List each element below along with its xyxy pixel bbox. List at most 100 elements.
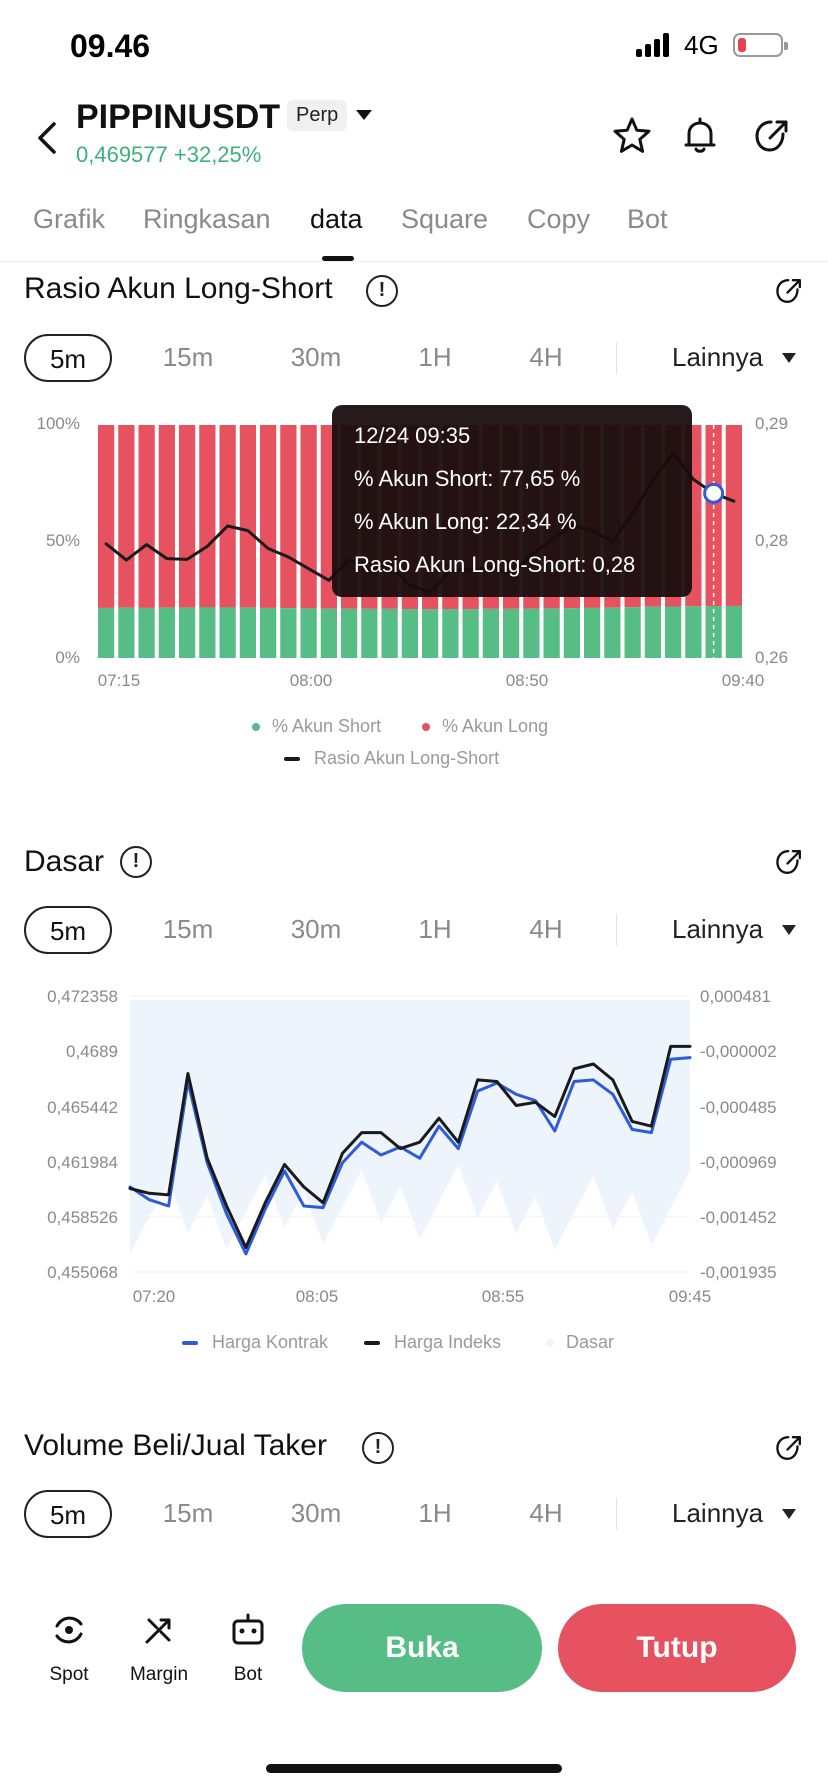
x-tick: 09:45 [669, 1287, 712, 1306]
more-dropdown-icon[interactable] [782, 353, 796, 363]
period-15m[interactable]: 15m [162, 342, 214, 372]
bar-long [98, 425, 115, 608]
y-right-tick: -0,000002 [700, 1042, 777, 1061]
nav-margin[interactable]: Margin [126, 1610, 192, 1686]
more-periods-button[interactable]: Lainnya [672, 1498, 764, 1528]
legend-ratio[interactable]: Rasio Akun Long-Short [284, 748, 499, 769]
tab-ringkasan[interactable]: Ringkasan [143, 204, 271, 234]
tooltip-ratio: Rasio Akun Long-Short: 0,28 [354, 552, 636, 577]
share-icon[interactable] [772, 274, 806, 308]
chart-tooltip: 12/24 09:35 % Akun Short: 77,65 % % Akun… [332, 405, 692, 597]
status-time: 09.46 [70, 28, 151, 64]
period-30m[interactable]: 30m [290, 342, 342, 372]
share-icon[interactable] [750, 114, 794, 158]
bar-short [644, 606, 661, 658]
y-left-tick: 0,455068 [47, 1263, 118, 1282]
nav-spot[interactable]: Spot [46, 1610, 92, 1686]
series-area-basis [130, 1000, 690, 1254]
more-periods-button[interactable]: Lainnya [672, 914, 764, 944]
series-line-contract [128, 1056, 692, 1256]
bar-short [280, 608, 297, 658]
bar-short [563, 608, 580, 658]
close-position-button[interactable]: Tutup [558, 1604, 796, 1692]
bar-short [523, 608, 540, 658]
y-left-tick: 0,458526 [47, 1208, 118, 1227]
info-icon[interactable]: ! [362, 1432, 394, 1464]
bar-short [604, 607, 621, 658]
bar-short [320, 608, 337, 658]
period-1h[interactable]: 1H [418, 1498, 452, 1528]
share-icon[interactable] [772, 845, 806, 879]
tab-bot[interactable]: Bot [627, 204, 668, 234]
bar-short [260, 607, 277, 658]
contract-type-badge[interactable]: Perp [287, 100, 348, 131]
more-periods-button[interactable]: Lainnya [672, 342, 764, 372]
bar-short [381, 608, 398, 658]
symbol-header: PIPPINUSDT Perp 0,469577 +32,25% [0, 92, 828, 192]
more-dropdown-icon[interactable] [782, 925, 796, 935]
star-icon[interactable] [610, 114, 654, 158]
period-4h[interactable]: 4H [529, 914, 563, 944]
x-tick: 07:20 [133, 1287, 176, 1306]
y-right-tick: 0,26 [755, 648, 788, 667]
tab-grafik[interactable]: Grafik [33, 204, 106, 234]
period-15m[interactable]: 15m [162, 1498, 214, 1528]
info-icon[interactable]: ! [120, 846, 152, 878]
tooltip-short: % Akun Short: 77,65 % [354, 466, 581, 491]
basis-chart[interactable]: 0,472358 0,4689 0,465442 0,461984 0,4585… [0, 980, 828, 1310]
period-1h[interactable]: 1H [418, 342, 452, 372]
bar-long [158, 425, 175, 608]
symbol-dropdown-icon[interactable] [356, 110, 372, 120]
period-4h[interactable]: 4H [529, 342, 563, 372]
bar-short [219, 607, 236, 658]
bar-long [260, 425, 277, 608]
legend-short[interactable]: % Akun Short [252, 716, 381, 737]
symbol-name[interactable]: PIPPINUSDT [76, 98, 281, 136]
period-15m[interactable]: 15m [162, 914, 214, 944]
tab-data[interactable]: data [310, 204, 363, 234]
bar-short [401, 609, 418, 658]
info-icon[interactable]: ! [366, 275, 398, 307]
bar-short [705, 606, 722, 658]
tab-square[interactable]: Square [401, 204, 489, 234]
bot-icon [232, 1613, 264, 1645]
back-icon[interactable] [30, 116, 66, 160]
signal-icon [636, 33, 672, 57]
y-right-tick: -0,001452 [700, 1208, 777, 1227]
home-indicator [266, 1764, 562, 1773]
bell-icon[interactable] [678, 114, 722, 158]
main-tabs: Grafik Ringkasan data Square Copy Bot [0, 192, 828, 262]
y-right-tick: -0,001935 [700, 1263, 777, 1282]
period-30m[interactable]: 30m [290, 1498, 342, 1528]
y-left-tick: 100% [37, 414, 80, 433]
bar-short [341, 608, 358, 658]
bar-short [725, 605, 742, 658]
period-30m[interactable]: 30m [290, 914, 342, 944]
spot-icon [55, 1616, 83, 1644]
nav-bot[interactable]: Bot [228, 1610, 268, 1686]
tooltip-time: 12/24 09:35 [354, 423, 471, 448]
battery-icon [733, 33, 788, 57]
legend-contract-price[interactable]: Harga Kontrak [182, 1332, 328, 1353]
more-dropdown-icon[interactable] [782, 1509, 796, 1519]
y-right-tick: 0,28 [755, 531, 788, 550]
period-selector: 5m 15m 30m 1H 4H Lainnya [0, 906, 828, 956]
period-5m[interactable]: 5m [24, 906, 112, 954]
period-5m[interactable]: 5m [24, 334, 112, 382]
bar-long [199, 425, 216, 608]
period-5m[interactable]: 5m [24, 1490, 112, 1538]
bar-short [361, 608, 378, 658]
x-tick: 08:00 [290, 671, 333, 690]
tab-copy[interactable]: Copy [527, 204, 591, 234]
x-tick: 08:05 [296, 1287, 339, 1306]
y-left-tick: 0,465442 [47, 1098, 118, 1117]
y-left-tick: 0% [55, 648, 80, 667]
legend-basis[interactable]: Dasar [546, 1332, 614, 1353]
period-4h[interactable]: 4H [529, 1498, 563, 1528]
period-1h[interactable]: 1H [418, 914, 452, 944]
legend-index-price[interactable]: Harga Indeks [364, 1332, 501, 1353]
share-icon[interactable] [772, 1431, 806, 1465]
open-position-button[interactable]: Buka [302, 1604, 542, 1692]
bar-short [199, 607, 216, 658]
legend-long[interactable]: % Akun Long [422, 716, 548, 737]
